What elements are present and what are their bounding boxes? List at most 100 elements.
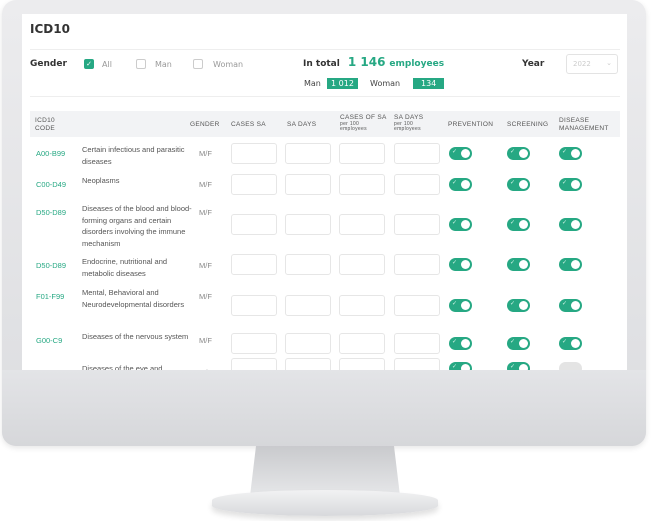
- monitor-stand-neck: [250, 446, 400, 496]
- man-count-badge: 1 012: [327, 78, 358, 89]
- col-prevention: PREVENTION: [448, 121, 494, 128]
- checkbox-all[interactable]: ✓: [84, 59, 94, 69]
- cases-sa-input[interactable]: [231, 214, 277, 235]
- screening-toggle[interactable]: [507, 147, 530, 160]
- screen: ICD10 Gender ✓ All Man Woman In total 1 …: [22, 14, 627, 370]
- col-sa-days-per-label: SA DAYS: [394, 114, 424, 121]
- page-title: ICD10: [30, 22, 70, 36]
- sa-days-per-100-input[interactable]: [394, 254, 440, 275]
- totals-line: In total 1 146 employees: [303, 55, 444, 69]
- checkbox-woman-label: Woman: [213, 60, 244, 69]
- cases-sa-input[interactable]: [231, 143, 277, 164]
- row-code[interactable]: G00-C9: [36, 336, 63, 345]
- sa-days-per-100-input[interactable]: [394, 143, 440, 164]
- row-gender: M/F: [199, 261, 212, 270]
- sa-days-input[interactable]: [285, 143, 331, 164]
- row-gender: M/F: [199, 149, 212, 158]
- prevention-toggle[interactable]: [449, 362, 472, 370]
- screening-toggle[interactable]: [507, 178, 530, 191]
- row-gender: M/F: [199, 180, 212, 189]
- row-code[interactable]: C00-D49: [36, 180, 67, 189]
- year-value: 2022: [573, 60, 591, 68]
- col-sa-days-per-sub: per 100 employees: [394, 121, 421, 132]
- chevron-down-icon: ⌄: [606, 59, 612, 67]
- management-toggle[interactable]: [559, 362, 582, 370]
- row-description: Diseases of the nervous system: [82, 332, 189, 341]
- cases-sa-input[interactable]: [231, 254, 277, 275]
- row-description: Diseases of the blood and blood-forming …: [82, 204, 192, 248]
- management-toggle[interactable]: [559, 147, 582, 160]
- management-toggle[interactable]: [559, 218, 582, 231]
- col-screening: SCREENING: [507, 121, 549, 128]
- checkbox-all-label: All: [102, 60, 112, 69]
- col-sa-days-per: SA DAYS per 100 employees: [394, 114, 428, 132]
- row-code[interactable]: A00-B99: [36, 149, 66, 158]
- screening-toggle[interactable]: [507, 218, 530, 231]
- sa-days-per-100-input[interactable]: [394, 174, 440, 195]
- in-total-label: In total: [303, 59, 340, 69]
- screening-toggle[interactable]: [507, 337, 530, 350]
- row-code[interactable]: D50-D89: [36, 261, 67, 270]
- row-description: Mental, Behavioral and Neurodevelopmenta…: [82, 288, 185, 309]
- checkbox-man[interactable]: [136, 59, 146, 69]
- cases-of-sa-input[interactable]: [339, 143, 385, 164]
- sa-days-input[interactable]: [285, 333, 331, 354]
- screening-toggle[interactable]: [507, 258, 530, 271]
- screening-toggle[interactable]: [507, 299, 530, 312]
- row-description: Diseases of the eye and: [82, 364, 163, 370]
- row-code[interactable]: H00-H59: [36, 368, 66, 370]
- monitor-stand-base: [212, 490, 438, 516]
- prevention-toggle[interactable]: [449, 178, 472, 191]
- sa-days-per-100-input[interactable]: [394, 295, 440, 316]
- cases-of-sa-input[interactable]: [339, 254, 385, 275]
- sa-days-per-100-input[interactable]: [394, 214, 440, 235]
- cases-sa-input[interactable]: [231, 358, 277, 370]
- prevention-toggle[interactable]: [449, 147, 472, 160]
- management-toggle[interactable]: [559, 178, 582, 191]
- woman-label: Woman: [370, 79, 401, 88]
- row-gender: M/F: [199, 208, 212, 217]
- cases-of-sa-input[interactable]: [339, 333, 385, 354]
- sa-days-per-100-input[interactable]: [394, 333, 440, 354]
- row-code[interactable]: F01-F99: [36, 292, 65, 301]
- prevention-toggle[interactable]: [449, 337, 472, 350]
- prevention-toggle[interactable]: [449, 218, 472, 231]
- year-label: Year: [522, 59, 545, 69]
- prevention-toggle[interactable]: [449, 299, 472, 312]
- screening-toggle[interactable]: [507, 362, 530, 370]
- gender-label: Gender: [30, 59, 67, 69]
- col-cases-of-sa-label: CASES OF SA: [340, 114, 387, 121]
- row-gender: M/F: [199, 292, 212, 301]
- sa-days-input[interactable]: [285, 214, 331, 235]
- row-description: Certain infectious and parasitic disease…: [82, 145, 185, 166]
- col-cases-of-sa-sub: per 100 employees: [340, 121, 367, 132]
- divider: [30, 49, 620, 50]
- prevention-toggle[interactable]: [449, 258, 472, 271]
- cases-sa-input[interactable]: [231, 333, 277, 354]
- cases-of-sa-input[interactable]: [339, 358, 385, 370]
- man-label: Man: [304, 79, 321, 88]
- checkbox-woman[interactable]: [193, 59, 203, 69]
- cases-of-sa-input[interactable]: [339, 214, 385, 235]
- row-code[interactable]: D50-D89: [36, 208, 67, 217]
- divider: [30, 96, 620, 97]
- management-toggle[interactable]: [559, 337, 582, 350]
- cases-of-sa-input[interactable]: [339, 174, 385, 195]
- management-toggle[interactable]: [559, 299, 582, 312]
- cases-sa-input[interactable]: [231, 174, 277, 195]
- row-gender: M/F: [199, 336, 212, 345]
- monitor-chin: [2, 370, 646, 446]
- sa-days-input[interactable]: [285, 358, 331, 370]
- col-sa-days: SA DAYS: [287, 121, 317, 128]
- sa-days-input[interactable]: [285, 254, 331, 275]
- total-unit: employees: [389, 59, 445, 69]
- checkbox-man-label: Man: [155, 60, 172, 69]
- year-select[interactable]: 2022 ⌄: [566, 54, 618, 74]
- management-toggle[interactable]: [559, 258, 582, 271]
- sa-days-per-100-input[interactable]: [394, 358, 440, 370]
- cases-sa-input[interactable]: [231, 295, 277, 316]
- col-code: ICD10 CODE: [35, 117, 55, 132]
- sa-days-input[interactable]: [285, 295, 331, 316]
- sa-days-input[interactable]: [285, 174, 331, 195]
- cases-of-sa-input[interactable]: [339, 295, 385, 316]
